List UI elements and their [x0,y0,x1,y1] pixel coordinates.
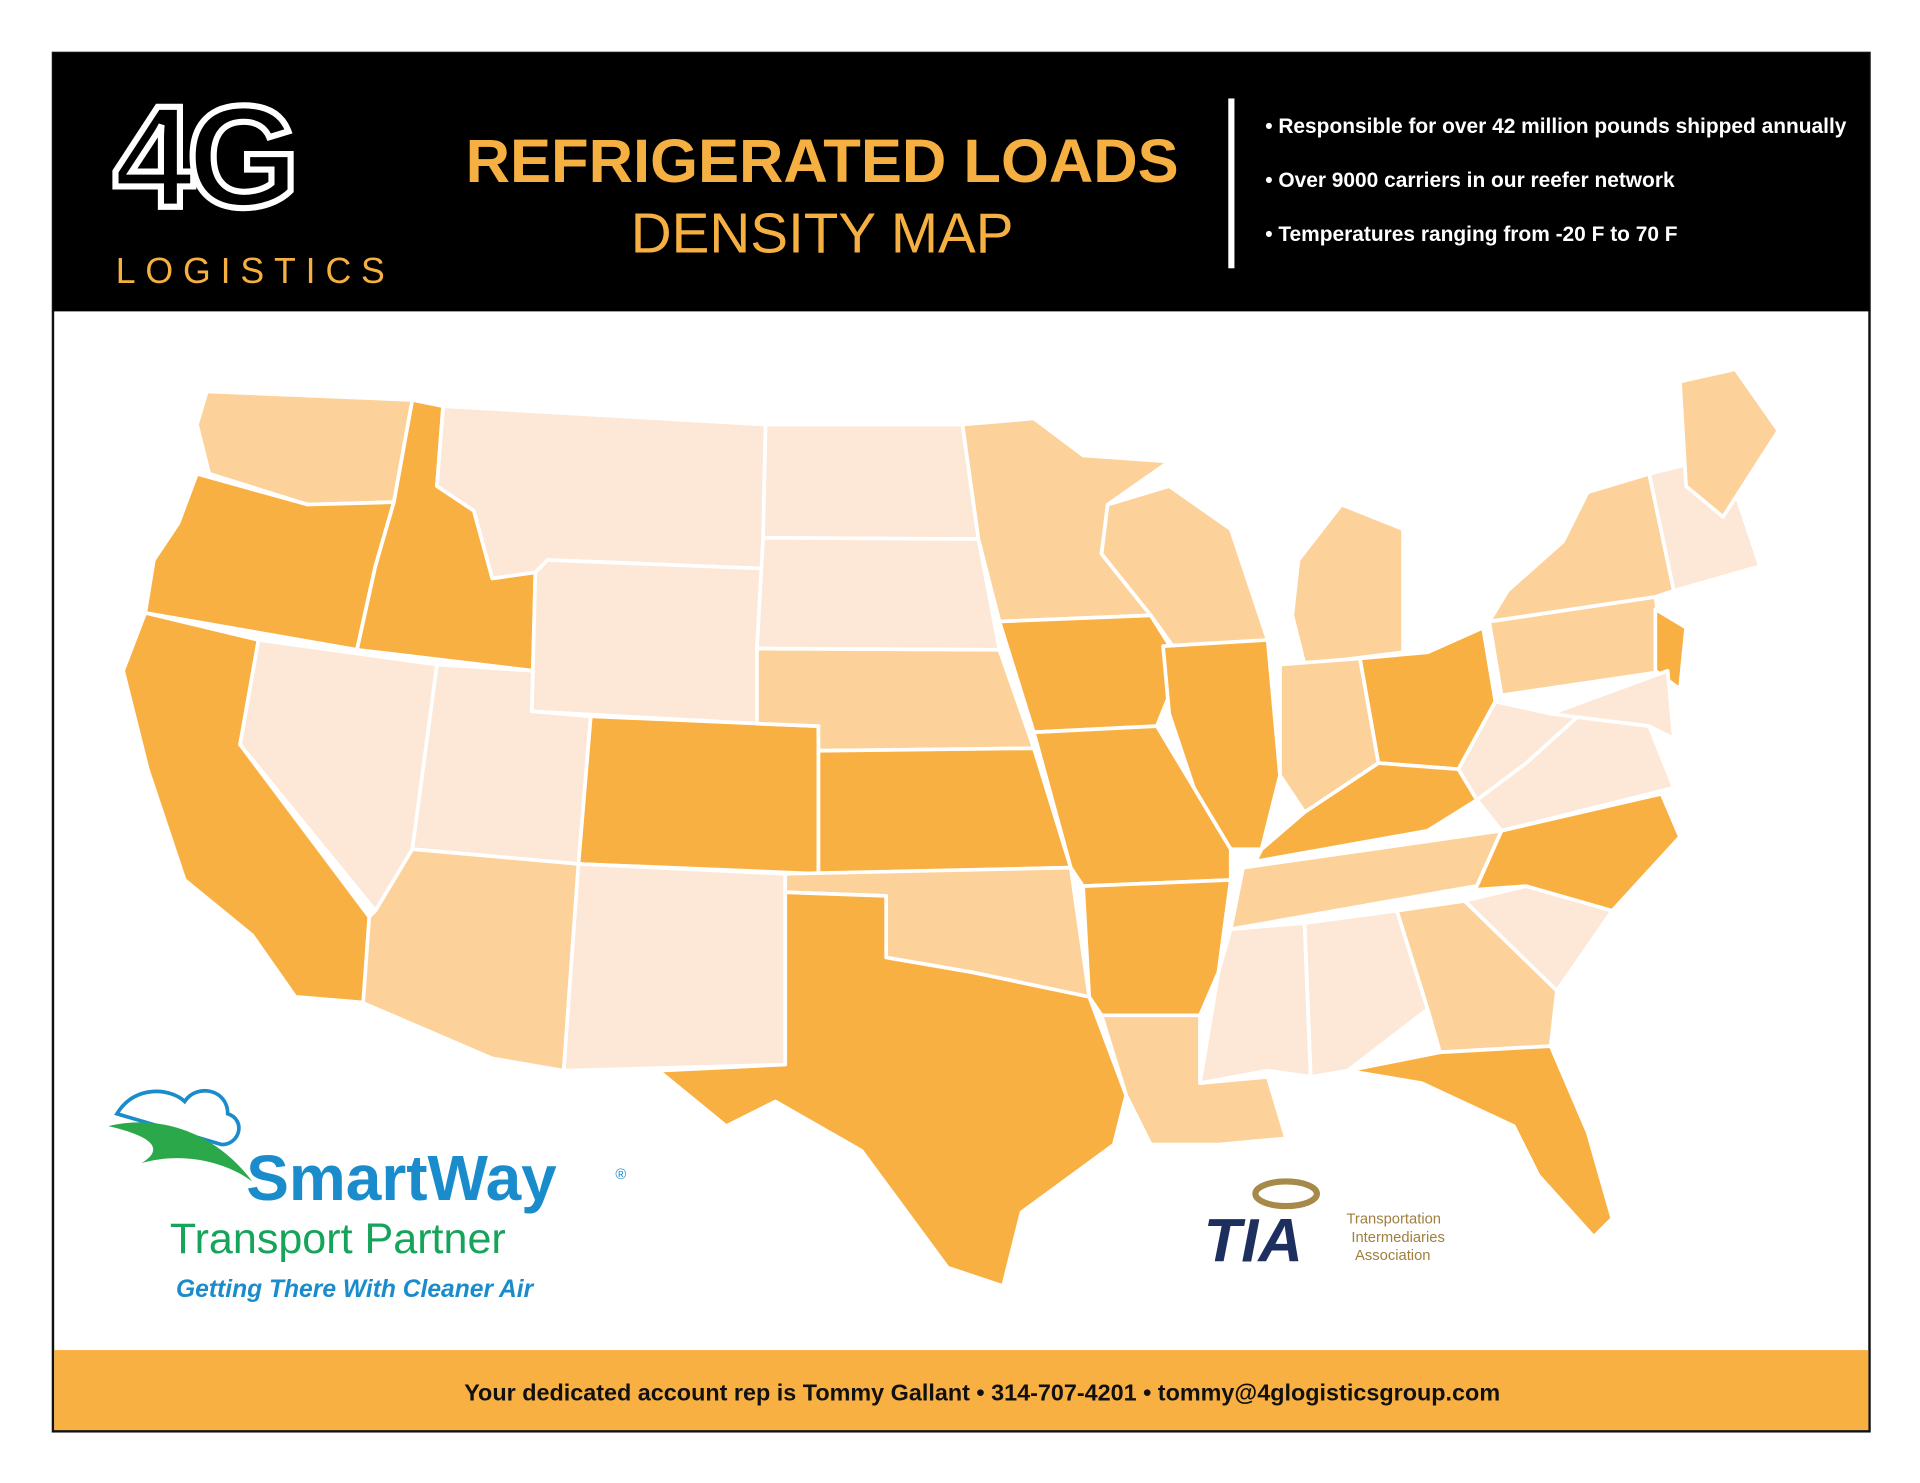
bullet: • Over 9000 carriers in our reefer netwo… [1265,169,1675,192]
tia-abbr: TIA [1204,1206,1303,1275]
state [1653,607,1688,692]
divider [1228,98,1235,269]
state [1290,502,1405,667]
logo-mark: 4G [113,76,292,238]
registered-mark: ® [615,1167,626,1183]
state [997,613,1184,735]
footer-text: Your dedicated account rep is Tommy Gall… [464,1380,1500,1406]
state [1678,367,1781,519]
state [1161,638,1282,852]
subtitle: DENSITY MAP [631,201,1014,264]
leaf-icon [108,1122,253,1182]
header-band [52,52,1870,312]
bullet: • Responsible for over 42 million pounds… [1265,115,1847,138]
smartway-name: SmartWay [246,1142,557,1214]
tia-logo: TIA Transportation Intermediaries Associ… [1204,1178,1445,1275]
smartway-logo: SmartWay ® Transport Partner Getting The… [108,1089,626,1303]
bullet: • Temperatures ranging from -20 F to 70 … [1265,223,1677,246]
tia-name: Intermediaries [1351,1230,1444,1246]
tia-name: Transportation [1346,1211,1441,1227]
state [435,404,768,581]
state [755,535,1002,652]
state [1345,1044,1615,1239]
tia-swoosh [1252,1178,1320,1210]
tia-name: Association [1355,1248,1430,1264]
title: REFRIGERATED LOADS [466,127,1179,196]
state [529,558,765,726]
logo-word: LOGISTICS [116,251,395,291]
smartway-subtitle: Transport Partner [170,1215,506,1263]
state [1438,791,1682,913]
state [1081,878,1233,1018]
state [1031,724,1233,888]
smartway-tagline: Getting There With Cleaner Air [176,1276,535,1303]
state [761,422,981,541]
state [656,890,1128,1288]
cloud-icon [114,1089,241,1147]
state [1099,1013,1288,1147]
state [816,746,1073,876]
state [1302,908,1430,1079]
state [561,862,788,1073]
state [1548,668,1676,741]
footer-band [54,1350,1869,1431]
state [576,714,821,876]
us-map [121,367,1781,1288]
